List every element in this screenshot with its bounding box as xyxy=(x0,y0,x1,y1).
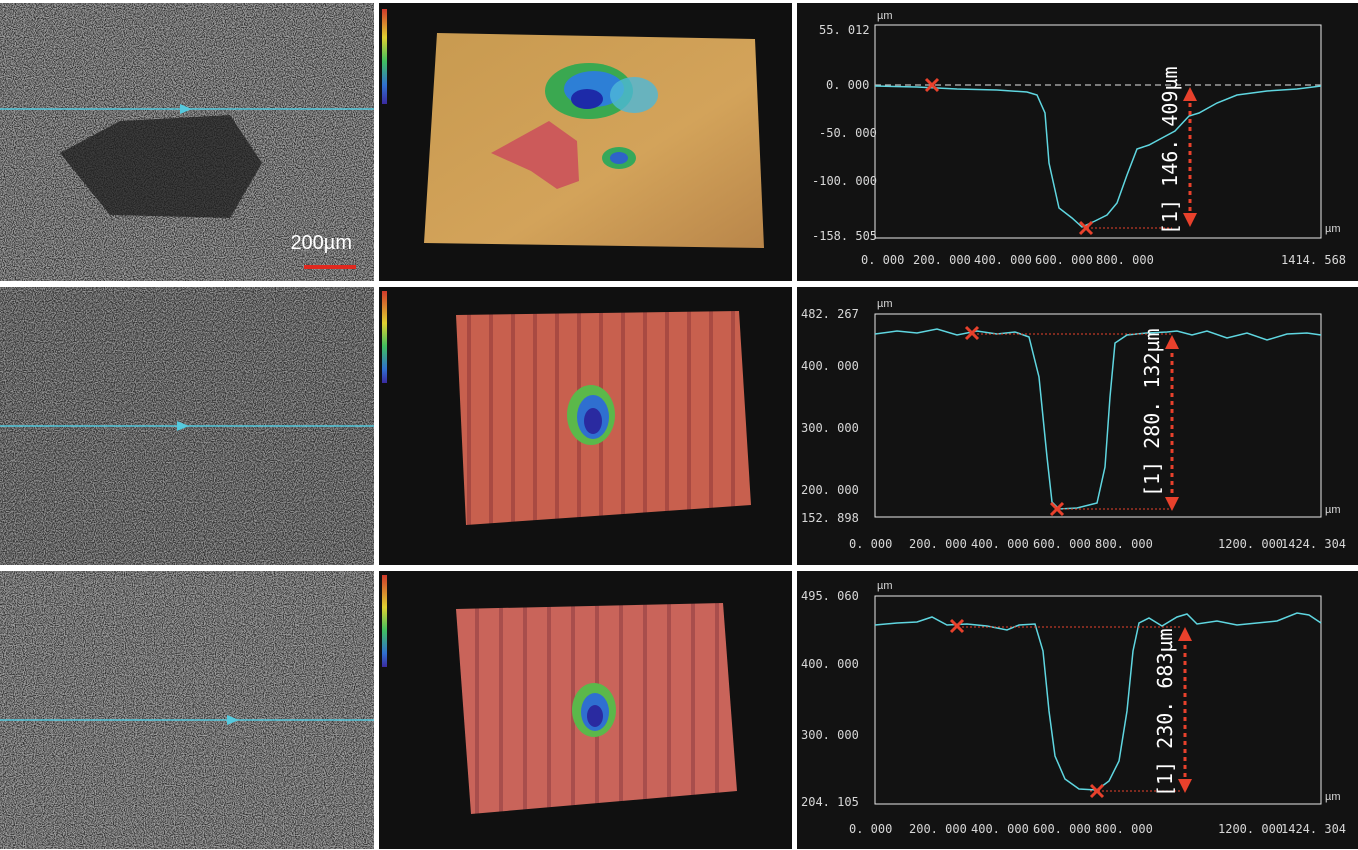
x-tick-label: 800. 000 xyxy=(1095,822,1153,836)
x-tick-label: 600. 000 xyxy=(1033,822,1091,836)
x-tick-label: 1414. 568 xyxy=(1281,253,1347,267)
x-tick-label: 400. 000 xyxy=(974,253,1032,267)
micrograph-image-3 xyxy=(0,571,374,849)
y-tick-label: 200. 000 xyxy=(801,483,859,497)
profile-curve xyxy=(874,328,1322,510)
row-2: µm µm 482. 267 400. 000 300. 000 200. 00… xyxy=(0,287,1358,565)
height-profile-panel-3: µm µm 495. 060 400. 000 300. 000 204. 10… xyxy=(797,571,1358,849)
height-profile-chart-3 xyxy=(874,595,1322,805)
depth-measurement-label: [1] 146. 409µm xyxy=(1158,66,1182,235)
valley-marker-icon xyxy=(1089,783,1105,799)
x-tick-label: 600. 000 xyxy=(1035,253,1093,267)
surface-3d-render-1 xyxy=(382,9,764,248)
color-scale-bar xyxy=(382,291,387,383)
depth-measurement-label: [1] 230. 683µm xyxy=(1153,628,1177,797)
y-tick-label: 0. 000 xyxy=(826,78,870,92)
x-axis-unit: µm xyxy=(1325,223,1341,235)
height-profile-chart-1 xyxy=(874,24,1322,239)
height-profile-chart-2 xyxy=(874,313,1322,518)
scan-direction-arrow-icon xyxy=(227,715,239,725)
x-tick-label: 800. 000 xyxy=(1095,537,1153,551)
peak-marker-icon xyxy=(949,618,965,634)
micrograph-image-1 xyxy=(0,3,374,281)
x-tick-label: 200. 000 xyxy=(909,822,967,836)
x-tick-label: 600. 000 xyxy=(1033,537,1091,551)
x-tick-label: 1424. 304 xyxy=(1281,822,1347,836)
x-tick-label: 800. 000 xyxy=(1096,253,1154,267)
height-profile-panel-1: µm µm 55. 012 0. 000 -50. 000 -100. 000 … xyxy=(797,3,1358,281)
x-tick-label: 0. 000 xyxy=(849,537,893,551)
x-tick-label: 0. 000 xyxy=(849,822,893,836)
y-tick-label: 300. 000 xyxy=(801,421,859,435)
row-1: 200µm xyxy=(0,3,1358,281)
row-3: µm µm 495. 060 400. 000 300. 000 204. 10… xyxy=(0,571,1358,849)
depth-arrow-icon xyxy=(1183,87,1197,227)
y-tick-label: -158. 505 xyxy=(812,229,878,243)
y-tick-label: 400. 000 xyxy=(801,657,859,671)
y-tick-label: -50. 000 xyxy=(819,126,877,140)
x-tick-label: 400. 000 xyxy=(971,822,1029,836)
x-tick-label: 200. 000 xyxy=(909,537,967,551)
color-scale-bar xyxy=(382,9,387,104)
micrograph-panel-3 xyxy=(0,571,374,849)
surface-3d-panel-1 xyxy=(379,3,792,281)
x-tick-label: 200. 000 xyxy=(913,253,971,267)
micrograph-panel-1: 200µm xyxy=(0,3,374,281)
x-tick-label: 0. 000 xyxy=(861,253,905,267)
profile-curve xyxy=(874,612,1322,791)
y-axis-unit: µm xyxy=(877,298,893,310)
x-axis-unit: µm xyxy=(1325,791,1341,803)
scan-direction-arrow-icon xyxy=(177,421,189,431)
y-tick-label: 204. 105 xyxy=(801,795,859,809)
surface-3d-panel-3 xyxy=(379,571,792,849)
y-tick-label: 400. 000 xyxy=(801,359,859,373)
y-tick-label: 482. 267 xyxy=(801,307,859,321)
scale-bar-label: 200µm xyxy=(290,232,352,254)
depth-arrow-icon xyxy=(1165,335,1179,511)
depth-arrow-icon xyxy=(1178,627,1192,793)
valley-marker-icon xyxy=(1049,501,1065,517)
y-tick-label: 152. 898 xyxy=(801,511,859,525)
x-tick-label: 1200. 000 xyxy=(1218,537,1284,551)
peak-marker-icon xyxy=(924,77,940,93)
y-tick-label: 55. 012 xyxy=(819,23,870,37)
y-tick-label: 300. 000 xyxy=(801,728,859,742)
valley-marker-icon xyxy=(1078,220,1094,236)
x-tick-label: 400. 000 xyxy=(971,537,1029,551)
y-axis-unit: µm xyxy=(877,10,893,22)
scan-direction-arrow-icon xyxy=(180,104,192,114)
x-axis-unit: µm xyxy=(1325,504,1341,516)
micrograph-image-2 xyxy=(0,287,374,565)
y-axis-unit: µm xyxy=(877,580,893,592)
peak-marker-icon xyxy=(964,325,980,341)
micrograph-panel-2 xyxy=(0,287,374,565)
depth-measurement-label: [1] 280. 132µm xyxy=(1140,328,1164,497)
surface-3d-render-3 xyxy=(382,575,737,814)
x-tick-label: 1424. 304 xyxy=(1281,537,1347,551)
y-tick-label: 495. 060 xyxy=(801,589,859,603)
surface-3d-panel-2 xyxy=(379,287,792,565)
profile-curve xyxy=(874,85,1322,228)
x-tick-label: 1200. 000 xyxy=(1218,822,1284,836)
color-scale-bar xyxy=(382,575,387,667)
surface-3d-render-2 xyxy=(382,291,751,525)
height-profile-panel-2: µm µm 482. 267 400. 000 300. 000 200. 00… xyxy=(797,287,1358,565)
y-tick-label: -100. 000 xyxy=(812,174,878,188)
scale-bar xyxy=(304,265,356,269)
